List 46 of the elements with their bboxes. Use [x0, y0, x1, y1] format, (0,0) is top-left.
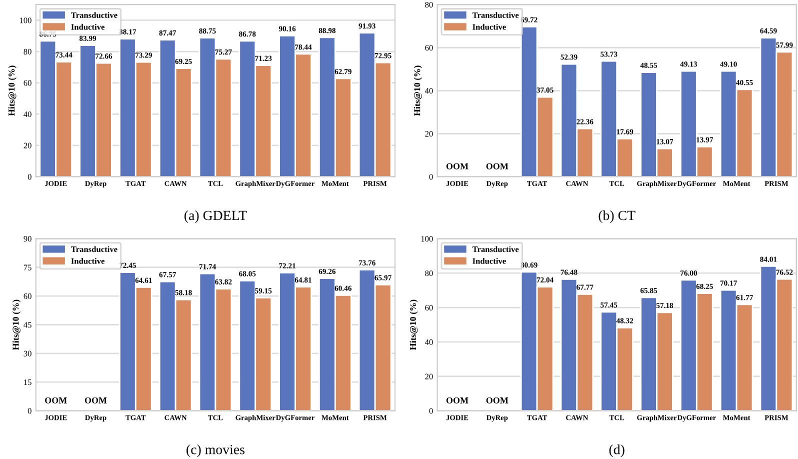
y-tick-label: 100: [421, 236, 433, 242]
y-tick-label: 80: [425, 270, 433, 276]
y-tick-label: 40: [424, 88, 433, 94]
annotation: OOM: [45, 397, 67, 404]
legend-label: Transductive: [71, 246, 118, 252]
annotation: OOM: [486, 163, 508, 170]
text: (c) movies: [186, 444, 244, 458]
legend-label: Transductive: [472, 246, 519, 252]
y-tick-label: 80: [425, 2, 433, 8]
legend-label: Transductive: [71, 12, 118, 18]
y-tick-label: 75: [24, 264, 32, 270]
y-tick-label: 0: [28, 174, 32, 180]
y-tick-label: 60: [425, 44, 433, 51]
y-axis-title: Hits@10 (%): [414, 66, 422, 116]
y-tick-label: 60: [24, 293, 32, 300]
y-axis-title: Hits@10 (%): [410, 300, 418, 350]
legend-label: Inductive: [472, 258, 506, 264]
y-tick-label: 40: [24, 111, 32, 118]
y-tick-label: 60: [425, 304, 433, 311]
y-tick-label: 90: [24, 236, 32, 242]
y-tick-label: 15: [24, 380, 32, 386]
text: (b) CT: [598, 210, 636, 223]
y-tick-label: 0: [28, 408, 32, 414]
text: (d): [609, 444, 624, 458]
y-tick-label: 0: [429, 408, 433, 414]
y-tick-label: 20: [425, 374, 433, 380]
y-tick-label: 80: [24, 48, 32, 55]
text: (a) GDELT: [184, 210, 247, 223]
y-tick-label: 100: [20, 18, 32, 24]
legend-label: Transductive: [472, 12, 519, 18]
legend-label: Inductive: [71, 258, 104, 264]
annotation: OOM: [446, 397, 468, 404]
y-tick-label: 40: [424, 339, 433, 345]
annotation: OOM: [84, 397, 107, 404]
y-tick-label: 20: [425, 131, 433, 137]
y-tick-label: 45: [24, 322, 32, 328]
y-tick-label: 20: [24, 142, 32, 148]
y-tick-label: 0: [429, 174, 433, 180]
annotation: OOM: [446, 163, 468, 170]
y-tick-label: 60: [24, 80, 32, 86]
y-axis-title: Hits@10 (%): [8, 66, 16, 116]
y-tick-label: 30: [24, 350, 32, 356]
annotation: OOM: [486, 397, 508, 404]
legend-label: Inductive: [71, 24, 104, 30]
y-axis-title: Hits@10 (%): [12, 300, 21, 350]
legend-label: Inductive: [472, 24, 506, 30]
